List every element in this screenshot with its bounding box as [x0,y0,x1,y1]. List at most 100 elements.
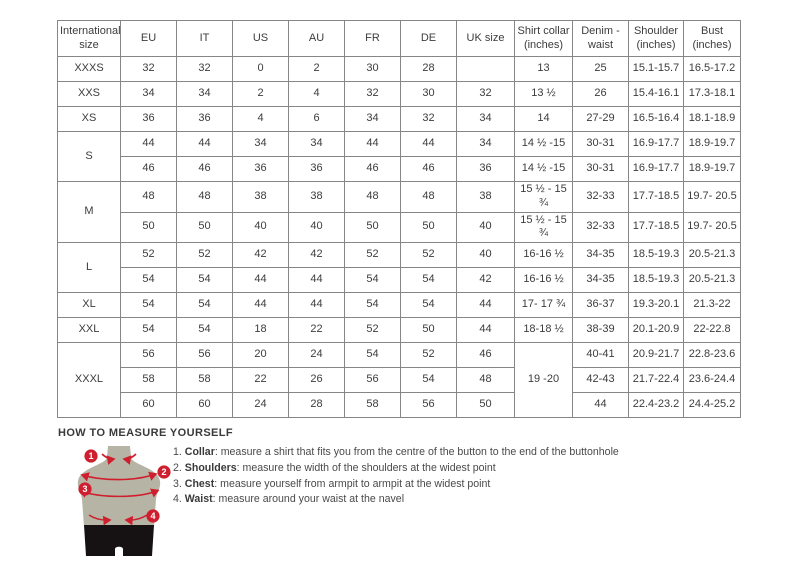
table-cell: 32-33 [572,181,629,213]
table-cell: 56 [176,342,233,368]
table-cell: 24 [232,392,289,418]
table-cell: 27-29 [572,106,629,132]
table-cell: 17.7-18.5 [628,181,684,213]
table-cell: 34 [120,81,177,107]
table-body: XXXS 32 32 0 2 30 28 13 25 15.1-15.7 16.5-17.2 XXS 3… [57,56,741,418]
table-cell: 16.9-17.7 [628,156,684,182]
table-cell: 42-43 [572,367,629,393]
table-cell: 15.4-16.1 [628,81,684,107]
table-cell: 17.7-18.5 [628,211,684,243]
table-cell: 34 [176,81,233,107]
table-cell: 54 [120,292,177,318]
table-cell: 19.7- 20.5 [683,181,741,213]
table-row: XS 36 36 4 6 34 32 34 14 27-29 16.5-16.4 18.1-18.9 [57,106,741,132]
table-cell: 22.8-23.6 [683,342,741,368]
table-cell: 38 [456,181,515,213]
table-cell: 50 [344,211,401,243]
column-header: FR [344,20,401,57]
table-cell: 22 [232,367,289,393]
table-row: M 48 48 38 38 48 48 38 15 ½ - 15 ¾ 32-33 17.7-18.5… [57,181,741,243]
table-cell: 4 [232,106,289,132]
table-cell: 54 [400,267,457,293]
table-cell: 44 [456,317,515,343]
table-cell: 46 [344,156,401,182]
table-cell: 16-16 ½ [514,267,573,293]
table-cell: 20.5-21.3 [683,242,741,268]
table-cell: XXS [57,81,121,107]
table-cell: 54 [344,342,401,368]
table-cell: 50 [400,211,457,243]
table-cell: 54 [176,267,233,293]
badge-1: 1 [84,449,98,463]
table-cell: 6 [288,106,345,132]
table-cell: 46 [456,342,515,368]
table-cell: 16.9-17.7 [628,131,684,157]
column-header: Shirt collar (inches) [514,20,573,57]
waist-arrow-right [124,514,148,526]
table-cell: 16.5-17.2 [683,56,741,82]
table-cell: 22.4-23.2 [628,392,684,418]
table-cell: 36 [232,156,289,182]
table-cell: 50 [400,317,457,343]
table-cell: 44 [176,131,233,157]
table-cell: 44 [288,292,345,318]
collar-arrow-right [122,453,137,465]
collar-arrow-left [101,453,116,465]
table-cell: 32 [456,81,515,107]
table-cell: 54 [344,292,401,318]
table-cell: 18.5-19.3 [628,267,684,293]
table-cell: 38 [232,181,289,213]
table-cell: 46 [176,156,233,182]
table-cell: 46 [400,156,457,182]
table-cell: 36 [120,106,177,132]
table-cell: 54 [176,317,233,343]
table-cell: 21.7-22.4 [628,367,684,393]
step-badges: 1 2 3 4 [78,449,171,523]
badge-4: 4 [146,509,160,523]
column-header: Denim - waist [572,20,629,57]
table-cell: 25 [572,56,629,82]
table-cell: 4 [288,81,345,107]
svg-text:2: 2 [161,467,166,477]
table-row: L 52 52 42 42 52 52 40 16-16 ½ 34-35 18.5-19.3 20.5… [57,242,741,293]
table-cell: 48 [400,181,457,213]
table-row: S 44 44 34 34 44 44 34 14 ½ -15 30-31 16.9-17.7 18.… [57,131,741,182]
table-cell: 23.6-24.4 [683,367,741,393]
table-cell: 15 ½ - 15 ¾ [514,211,573,243]
table-cell: 38-39 [572,317,629,343]
table-cell: 54 [120,317,177,343]
table-cell: 18 [232,317,289,343]
table-cell: 42 [456,267,515,293]
table-cell: 40 [232,211,289,243]
table-cell: 54 [176,292,233,318]
waist-arrow-left [88,514,112,526]
column-header: DE [400,20,457,57]
svg-text:1: 1 [88,451,93,461]
table-cell: 42 [288,242,345,268]
table-cell: 48 [344,181,401,213]
table-cell: 18.1-18.9 [683,106,741,132]
table-cell: 20.9-21.7 [628,342,684,368]
measure-instruction-chest: 3. Chest: measure yourself from armpit t… [173,477,491,490]
table-cell: 42 [232,242,289,268]
table-cell: 52 [176,242,233,268]
table-cell: 44 [232,292,289,318]
table-cell: 20.1-20.9 [628,317,684,343]
table-row: 54 54 44 44 54 54 42 16-16 ½ 34-35 18.5-19.3 20.5-… [58,267,741,293]
table-cell: 28 [288,392,345,418]
table-cell: 50 [120,211,177,243]
table-row: XL 54 54 44 44 54 54 44 17- 17 ¾ 36-37 19.3-20.1 21… [57,292,741,318]
measure-instructions-list: 1. Collar: measure a shirt that fits you… [173,447,619,510]
table-row: 60 60 24 28 58 56 50 44 22.4-23.2 24.4-25.2 [58,392,741,418]
table-cell: 40 [456,211,515,243]
shorts-shape [84,525,154,556]
table-cell [456,56,515,82]
size-chart-table: International size EU IT US AU FR DE UK size Shi… [57,20,741,418]
table-row: XXL 54 54 18 22 52 50 44 18-18 ½ 38-39 20.1-20.9 22… [57,317,741,343]
table-cell: XL [57,292,121,318]
table-cell: 56 [120,342,177,368]
table-cell: 38 [288,181,345,213]
table-cell: 34 [456,131,515,157]
table-cell: 24 [288,342,345,368]
table-header: International size EU IT US AU FR DE UK size Shi… [57,20,741,57]
